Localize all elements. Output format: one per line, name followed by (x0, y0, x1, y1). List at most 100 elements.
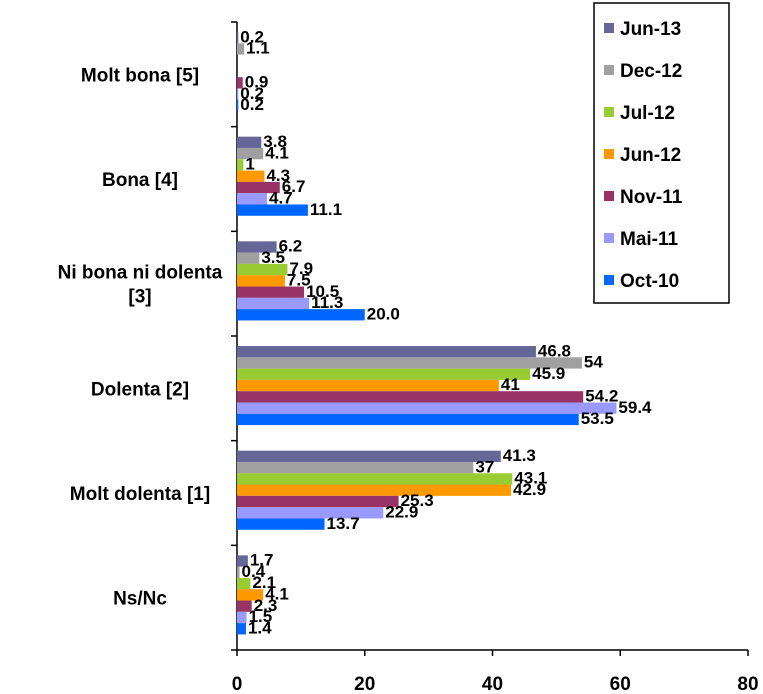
data-label-jun-12-bona-4: 4.3 (266, 166, 290, 185)
legend-label-dec-12: Dec-12 (620, 61, 682, 82)
data-label-mai-11-molt-dolenta-1: 22.9 (385, 502, 418, 521)
data-label-jun-13-ni-bona-ni-dolenta-3: 6.2 (279, 237, 303, 256)
data-label-jul-12-bona-4: 1 (245, 155, 254, 174)
data-label-nov-11-molt-bona-5: 0.9 (245, 73, 269, 92)
data-label-nov-11-molt-dolenta-1: 25.3 (401, 491, 434, 510)
bar-dec-12-bona-4 (237, 147, 264, 160)
x-tick-label-20: 20 (354, 674, 375, 694)
bar-nov-11-ni-bona-ni-dolenta-3 (237, 286, 305, 298)
bar-oct-10-molt-dolenta-1 (237, 518, 325, 530)
chart-value-labels: 0.2 3.8 6.2 46.8 41.3 1.7 1.1 4.1 3.5 54 37 0.4 1 7.9… (240, 27, 652, 637)
bar-dec-12-molt-dolenta-1 (237, 461, 474, 474)
data-label-jun-12-ns-nc: 4.1 (265, 585, 289, 604)
data-label-nov-11-dolenta-2: 54.2 (585, 387, 618, 406)
data-label-jul-12-dolenta-2: 45.9 (532, 364, 565, 383)
legend-label-mai-11: Mai-11 (620, 229, 679, 250)
data-label-dec-12-molt-bona-5: 1.1 (246, 39, 270, 58)
legend-swatch-jun-12 (604, 149, 614, 159)
bar-oct-10-ns-nc (237, 623, 246, 635)
x-tick-label-40: 40 (482, 674, 503, 694)
bar-oct-10-dolenta-2 (237, 413, 579, 426)
data-label-oct-10-dolenta-2: 53.5 (581, 409, 614, 428)
bar-mai-11-molt-dolenta-1 (237, 507, 384, 519)
legend-swatch-jul-12 (604, 107, 614, 117)
data-label-dec-12-ni-bona-ni-dolenta-3: 3.5 (261, 248, 285, 267)
legend-swatch-dec-12 (604, 65, 614, 75)
x-tick-label-80: 80 (737, 674, 758, 694)
category-label-ni-bona-ni-dolenta-3: Ni bona ni dolenta [3] (58, 263, 223, 308)
data-label-jun-13-dolenta-2: 46.8 (538, 341, 571, 360)
bar-jun-13-molt-bona-5 (237, 32, 239, 44)
data-label-oct-10-ni-bona-ni-dolenta-3: 20.0 (367, 304, 400, 323)
data-label-mai-11-molt-bona-5: 0.2 (240, 84, 264, 103)
legend-swatch-jun-13 (604, 23, 614, 33)
data-label-oct-10-ns-nc: 1.4 (248, 618, 272, 637)
category-label-molt-dolenta-1: Molt dolenta [1] (70, 484, 210, 505)
legend: Jun-13 Dec-12 Jul-12 Jun-12 Nov-11 Mai-11 Oct-… (593, 2, 730, 304)
bar-oct-10-bona-4 (237, 204, 308, 216)
data-label-jun-12-ni-bona-ni-dolenta-3: 7.5 (287, 271, 311, 290)
data-label-dec-12-bona-4: 4.1 (265, 143, 289, 162)
bar-jun-12-bona-4 (237, 170, 265, 182)
data-label-nov-11-bona-4: 6.7 (282, 177, 306, 196)
bar-nov-11-molt-dolenta-1 (237, 495, 399, 508)
bar-jun-13-bona-4 (237, 136, 262, 148)
data-label-jun-13-bona-4: 3.8 (263, 132, 287, 151)
data-label-mai-11-ni-bona-ni-dolenta-3: 11.3 (311, 293, 343, 312)
category-label-ns-nc: Ns/Nc (113, 589, 167, 610)
bar-dec-12-ns-nc (237, 566, 240, 578)
legend-swatch-oct-10 (604, 275, 614, 285)
bar-nov-11-molt-bona-5 (237, 77, 243, 89)
legend-label-oct-10: Oct-10 (620, 271, 679, 292)
bar-jun-12-molt-dolenta-1 (237, 484, 512, 496)
data-label-jun-13-molt-dolenta-1: 41.3 (503, 446, 536, 465)
legend-box (593, 2, 730, 304)
bar-jul-12-molt-dolenta-1 (237, 473, 513, 485)
legend-label-jun-12: Jun-12 (620, 145, 681, 166)
data-label-nov-11-ns-nc: 2.3 (254, 596, 278, 615)
x-tick-label-60: 60 (610, 674, 631, 694)
data-label-jun-12-dolenta-2: 41 (501, 375, 520, 394)
bar-oct-10-ni-bona-ni-dolenta-3 (237, 309, 365, 321)
data-label-dec-12-dolenta-2: 54 (584, 353, 603, 372)
legend-label-jun-13: Jun-13 (620, 19, 681, 40)
data-label-mai-11-dolenta-2: 59.4 (618, 398, 652, 417)
bar-dec-12-ni-bona-ni-dolenta-3 (237, 252, 260, 264)
data-label-nov-11-ni-bona-ni-dolenta-3: 10.5 (306, 282, 339, 301)
bar-jun-13-ns-nc (237, 555, 248, 567)
legend-label-jul-12: Jul-12 (620, 103, 675, 124)
bar-mai-11-ni-bona-ni-dolenta-3 (237, 297, 310, 310)
data-label-oct-10-molt-bona-5: 0.2 (240, 95, 264, 114)
data-label-jul-12-molt-dolenta-1: 43.1 (514, 469, 547, 488)
bar-jul-12-ni-bona-ni-dolenta-3 (237, 263, 288, 276)
x-tick-labels: 0 20 40 60 80 (232, 674, 759, 694)
data-label-mai-11-ns-nc: 1.5 (249, 607, 273, 626)
bar-mai-11-dolenta-2 (237, 402, 617, 414)
data-label-dec-12-ns-nc: 0.4 (242, 562, 266, 581)
category-label-bona-4: Bona [4] (102, 170, 178, 191)
data-label-jun-13-molt-bona-5: 0.2 (240, 27, 264, 46)
bar-nov-11-bona-4 (237, 181, 280, 194)
data-label-mai-11-bona-4: 4.7 (269, 188, 293, 207)
x-tick-label-0: 0 (232, 674, 243, 694)
bar-dec-12-molt-bona-5 (237, 43, 245, 55)
data-label-jun-13-ns-nc: 1.7 (250, 551, 274, 570)
bar-jul-12-bona-4 (237, 159, 244, 171)
legend-label-nov-11: Nov-11 (620, 187, 683, 208)
bar-dec-12-dolenta-2 (237, 357, 582, 369)
bar-jun-13-molt-dolenta-1 (237, 450, 501, 462)
bar-jun-13-ni-bona-ni-dolenta-3 (237, 241, 277, 253)
bar-jun-12-dolenta-2 (237, 379, 499, 392)
chart-bars (237, 32, 617, 635)
bar-mai-11-ns-nc (237, 611, 247, 624)
legend-swatch-nov-11 (604, 191, 614, 201)
legend-swatch-mai-11 (604, 233, 614, 243)
data-label-oct-10-bona-4: 11.1 (310, 200, 342, 219)
bar-mai-11-molt-bona-5 (237, 88, 239, 100)
chart-axes (231, 21, 749, 656)
bar-nov-11-dolenta-2 (237, 391, 584, 403)
data-label-jun-12-molt-dolenta-1: 42.9 (513, 480, 546, 499)
bar-nov-11-ns-nc (237, 600, 252, 612)
data-label-jul-12-ni-bona-ni-dolenta-3: 7.9 (289, 259, 313, 278)
